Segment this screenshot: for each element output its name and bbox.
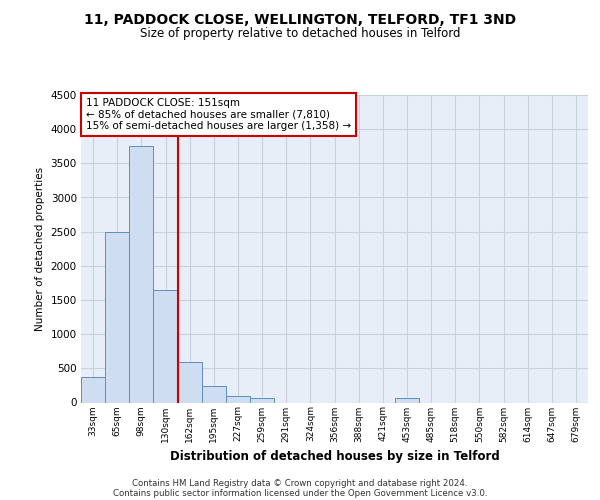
Bar (395, 398, 419, 402)
Text: Contains HM Land Registry data © Crown copyright and database right 2024.: Contains HM Land Registry data © Crown c… (132, 478, 468, 488)
Bar (81, 377, 105, 402)
Y-axis label: Number of detached properties: Number of detached properties (35, 166, 45, 331)
X-axis label: Distribution of detached houses by size in Telford: Distribution of detached houses by size … (170, 450, 499, 463)
Bar (154, 290, 178, 403)
Text: 11 PADDOCK CLOSE: 151sqm
← 85% of detached houses are smaller (7,810)
15% of sem: 11 PADDOCK CLOSE: 151sqm ← 85% of detach… (86, 98, 351, 132)
Bar (226, 396, 250, 402)
Text: Contains public sector information licensed under the Open Government Licence v3: Contains public sector information licen… (113, 488, 487, 498)
Bar (129, 146, 154, 403)
Text: 11, PADDOCK CLOSE, WELLINGTON, TELFORD, TF1 3ND: 11, PADDOCK CLOSE, WELLINGTON, TELFORD, … (84, 12, 516, 26)
Bar (105, 232, 129, 402)
Bar (250, 398, 274, 402)
Text: Size of property relative to detached houses in Telford: Size of property relative to detached ho… (140, 28, 460, 40)
Bar (202, 386, 226, 402)
Bar (178, 362, 202, 403)
